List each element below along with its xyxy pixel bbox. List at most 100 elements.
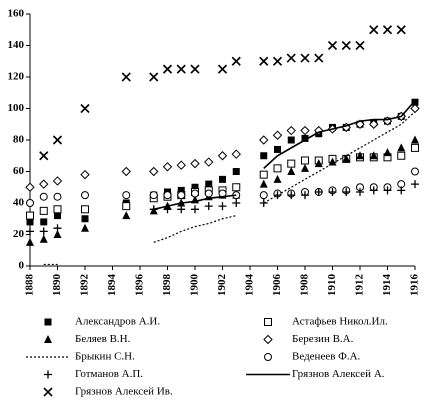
- legend-marker: [263, 334, 273, 345]
- marker: [149, 191, 158, 200]
- marker: [121, 166, 131, 177]
- legend-marker: [44, 335, 52, 343]
- marker: [383, 186, 392, 195]
- marker: [369, 119, 379, 129]
- legend-marker: [44, 318, 52, 326]
- marker: [396, 25, 406, 35]
- marker: [52, 176, 63, 186]
- marker: [53, 192, 62, 201]
- x-tick-label: 1902: [216, 274, 228, 297]
- marker: [273, 164, 282, 173]
- series-line: [153, 100, 416, 211]
- x-tick-label: 1904: [244, 274, 256, 297]
- marker: [80, 103, 90, 114]
- marker: [300, 125, 310, 136]
- marker: [231, 56, 241, 66]
- marker: [81, 205, 89, 214]
- marker: [382, 25, 393, 35]
- marker: [259, 191, 268, 200]
- marker: [314, 159, 323, 168]
- marker: [287, 136, 295, 144]
- x-tick-label: 1914: [381, 274, 393, 297]
- marker: [122, 191, 131, 200]
- x-tick-label: 1890: [51, 274, 63, 297]
- marker: [259, 199, 268, 207]
- series-line: [43, 111, 416, 266]
- y-tick-label: 120: [8, 71, 25, 83]
- marker: [301, 163, 309, 172]
- legend-label: Брыкин С.Н.: [75, 351, 135, 363]
- marker: [205, 180, 213, 188]
- x-tick-label: 1888: [24, 274, 36, 297]
- marker: [259, 56, 269, 66]
- legend-label: Грязнов Алексей А.: [292, 368, 385, 380]
- legend-marker: [264, 318, 272, 326]
- marker: [328, 157, 337, 166]
- legend-label: Астафьев Никол.Ил.: [292, 316, 388, 328]
- marker: [80, 169, 90, 180]
- marker: [204, 157, 214, 167]
- marker: [81, 215, 89, 223]
- marker: [190, 64, 200, 74]
- marker: [356, 151, 364, 160]
- marker: [274, 145, 281, 153]
- marker: [176, 160, 186, 170]
- marker: [177, 186, 185, 194]
- marker: [39, 227, 48, 236]
- marker: [39, 151, 49, 161]
- marker: [301, 156, 309, 165]
- marker: [162, 64, 173, 74]
- marker: [191, 189, 199, 198]
- marker: [53, 205, 62, 214]
- marker: [81, 191, 89, 200]
- legend-label: Беляев В.Н.: [75, 333, 131, 345]
- marker: [204, 202, 213, 211]
- marker: [314, 187, 323, 196]
- marker: [411, 180, 419, 189]
- marker: [191, 205, 199, 214]
- marker: [218, 202, 227, 211]
- marker: [301, 191, 309, 200]
- marker: [273, 191, 282, 200]
- marker: [383, 148, 392, 157]
- y-tick-label: 140: [8, 39, 25, 51]
- marker: [369, 25, 379, 35]
- marker: [397, 143, 406, 152]
- marker: [342, 154, 351, 163]
- marker: [272, 56, 283, 66]
- marker: [232, 168, 240, 175]
- marker: [355, 40, 365, 51]
- marker: [190, 158, 200, 169]
- x-tick-label: 1906: [271, 274, 283, 297]
- legend-label: Александров А.И.: [75, 316, 160, 328]
- marker: [286, 53, 296, 63]
- marker: [341, 40, 351, 51]
- marker: [287, 191, 296, 200]
- marker: [26, 211, 34, 220]
- marker: [410, 103, 420, 114]
- marker: [53, 230, 62, 238]
- marker: [26, 227, 34, 236]
- marker: [273, 174, 282, 183]
- marker: [301, 134, 309, 142]
- y-tick-label: 0: [19, 260, 25, 272]
- marker: [397, 151, 406, 160]
- marker: [411, 98, 419, 106]
- marker: [411, 167, 419, 176]
- legend-label: Готманов А.П.: [75, 368, 143, 380]
- marker: [232, 183, 241, 192]
- marker: [259, 170, 268, 179]
- marker: [122, 202, 131, 211]
- marker: [40, 218, 48, 226]
- marker: [177, 205, 186, 214]
- legend-marker: [264, 353, 272, 361]
- marker: [342, 187, 351, 196]
- marker: [39, 192, 48, 201]
- legend-label: Грязнов Алексей Ив.: [75, 386, 173, 398]
- x-tick-label: 1896: [134, 274, 146, 297]
- x-tick-label: 1912: [354, 274, 366, 297]
- y-tick-label: 20: [13, 228, 25, 240]
- x-tick-label: 1900: [189, 274, 201, 297]
- marker: [259, 135, 269, 145]
